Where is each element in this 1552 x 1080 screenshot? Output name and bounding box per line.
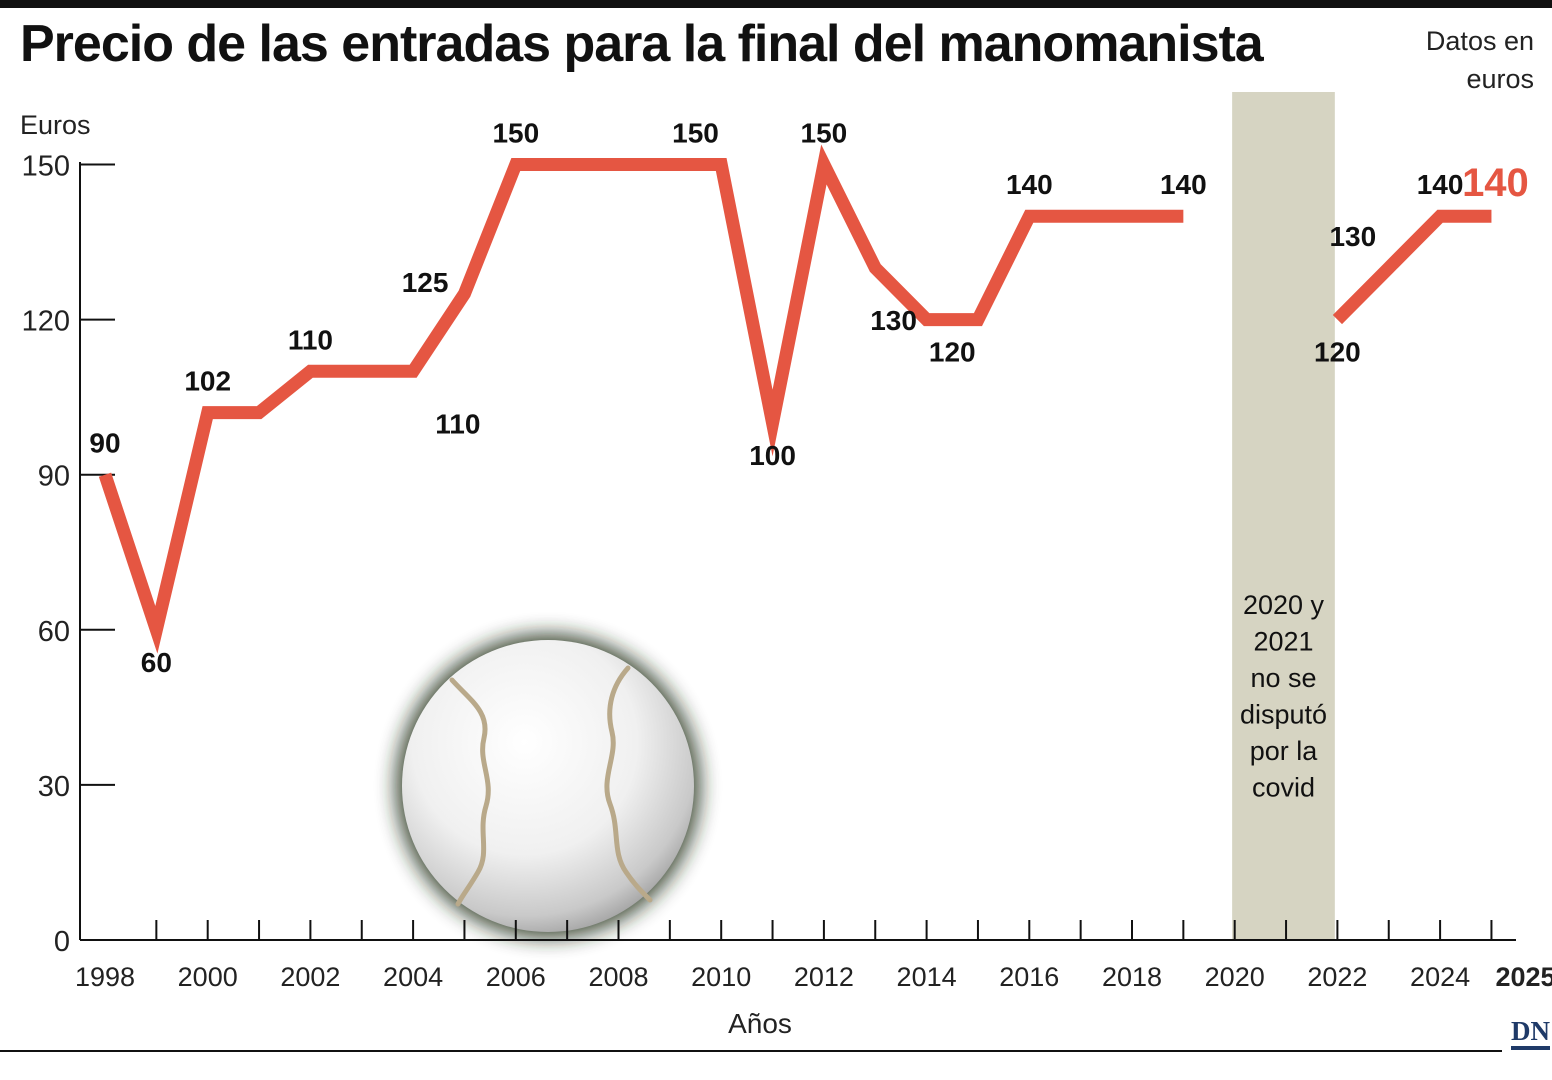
data-label: 120 <box>929 337 976 368</box>
covid-note-line: 2021 <box>1253 627 1313 657</box>
data-label: 150 <box>672 118 719 149</box>
pelota-seam-right <box>604 665 653 903</box>
covid-note-line: no se <box>1250 663 1316 693</box>
line-layer <box>98 144 1492 654</box>
x-tick-label: 2010 <box>691 962 751 992</box>
x-tick-label: 2020 <box>1205 962 1265 992</box>
data-label: 150 <box>801 118 848 149</box>
bottom-rule <box>0 1050 1502 1052</box>
covid-note-line: disputó <box>1240 700 1327 730</box>
x-tick-label: 2018 <box>1102 962 1162 992</box>
covid-note-line: covid <box>1252 773 1315 803</box>
price-series-line <box>1332 209 1492 325</box>
covid-note-line: por la <box>1250 736 1319 766</box>
data-label-current: 140 <box>1462 161 1529 205</box>
data-label: 110 <box>435 408 480 439</box>
brand-logo: DN <box>1511 1016 1550 1050</box>
covid-note-line: 2020 y <box>1243 590 1325 620</box>
data-label: 90 <box>89 428 120 459</box>
data-label: 130 <box>1329 221 1376 252</box>
axis-layer: 0 30 60 90 120 150 Euros 1998 2000 2002 2004 2006 20… <box>20 110 1552 1039</box>
data-label: 120 <box>1314 337 1361 368</box>
data-label: 60 <box>141 647 172 678</box>
top-rule <box>0 0 1552 8</box>
y-tick-label: 60 <box>38 616 70 648</box>
y-axis-label: Euros <box>20 110 91 140</box>
x-tick-label: 2000 <box>178 962 238 992</box>
x-tick-label: 2016 <box>999 962 1059 992</box>
data-label: 130 <box>870 305 917 336</box>
y-tick-label: 120 <box>22 306 70 338</box>
x-tick-label-current: 2025 <box>1495 962 1552 992</box>
data-label: 100 <box>749 440 796 471</box>
x-tick-label: 2004 <box>383 962 443 992</box>
chart-title: Precio de las entradas para la final del… <box>20 15 1264 73</box>
units-note: Datos en euros <box>1425 26 1534 94</box>
pelota-ball <box>402 640 694 932</box>
covid-shaded-band <box>1232 92 1335 940</box>
y-tick-label: 30 <box>38 771 70 803</box>
pelota-seam-left <box>449 677 491 907</box>
data-label: 140 <box>1160 169 1207 200</box>
shade-layer: 2020 y 2021 no se disputó por la covid <box>1232 92 1335 940</box>
x-tick-label: 2002 <box>280 962 340 992</box>
y-tick-label: 0 <box>54 926 70 958</box>
x-tick-label: 2022 <box>1307 962 1367 992</box>
pelota-illustration <box>396 634 700 938</box>
y-tick-label: 150 <box>22 151 70 183</box>
price-series-line <box>98 144 1184 654</box>
data-label: 140 <box>1417 169 1464 200</box>
x-tick-label: 2008 <box>588 962 648 992</box>
x-tick-label: 2014 <box>897 962 957 992</box>
x-tick-label: 2012 <box>794 962 854 992</box>
data-label: 102 <box>184 366 231 397</box>
x-tick-label: 1998 <box>75 962 135 992</box>
y-tick-label: 90 <box>38 461 70 493</box>
data-label: 150 <box>492 118 539 149</box>
x-axis-label: Años <box>728 1008 792 1039</box>
x-tick-label: 2006 <box>486 962 546 992</box>
data-label: 110 <box>288 324 333 355</box>
data-label: 140 <box>1006 169 1053 200</box>
data-label: 125 <box>402 267 449 298</box>
x-tick-label: 2024 <box>1410 962 1470 992</box>
